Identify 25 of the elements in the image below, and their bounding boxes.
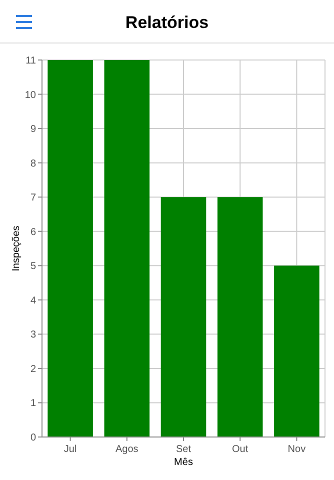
y-tick-label: 8 bbox=[30, 158, 36, 170]
y-tick-label: 5 bbox=[30, 261, 36, 272]
y-tick-label: 3 bbox=[30, 330, 36, 341]
y-tick-label: 0 bbox=[30, 432, 36, 444]
x-tick-label: Nov bbox=[288, 444, 306, 455]
bar bbox=[104, 60, 150, 437]
x-tick-label: Out bbox=[232, 444, 248, 455]
chart-title: Relatórios bbox=[125, 13, 209, 32]
bar bbox=[274, 266, 320, 437]
x-axis-title: Mês bbox=[174, 457, 193, 468]
bar bbox=[48, 60, 93, 437]
x-tick-label: Set bbox=[176, 444, 192, 455]
y-tick-label: 2 bbox=[30, 364, 36, 375]
y-tick-label: 6 bbox=[30, 226, 36, 238]
y-tick-label: 7 bbox=[30, 192, 36, 204]
y-tick-label: 10 bbox=[24, 90, 36, 101]
bar bbox=[217, 197, 263, 437]
y-tick-label: 9 bbox=[30, 124, 36, 136]
y-tick-label: 1 bbox=[30, 398, 36, 410]
x-tick-label: Jul bbox=[64, 444, 77, 455]
y-axis-title: Inspeções bbox=[11, 226, 22, 272]
bar bbox=[160, 197, 206, 437]
y-tick-label: 11 bbox=[26, 56, 36, 66]
y-tick-label: 4 bbox=[30, 295, 36, 306]
x-tick-label: Agos bbox=[116, 444, 138, 455]
